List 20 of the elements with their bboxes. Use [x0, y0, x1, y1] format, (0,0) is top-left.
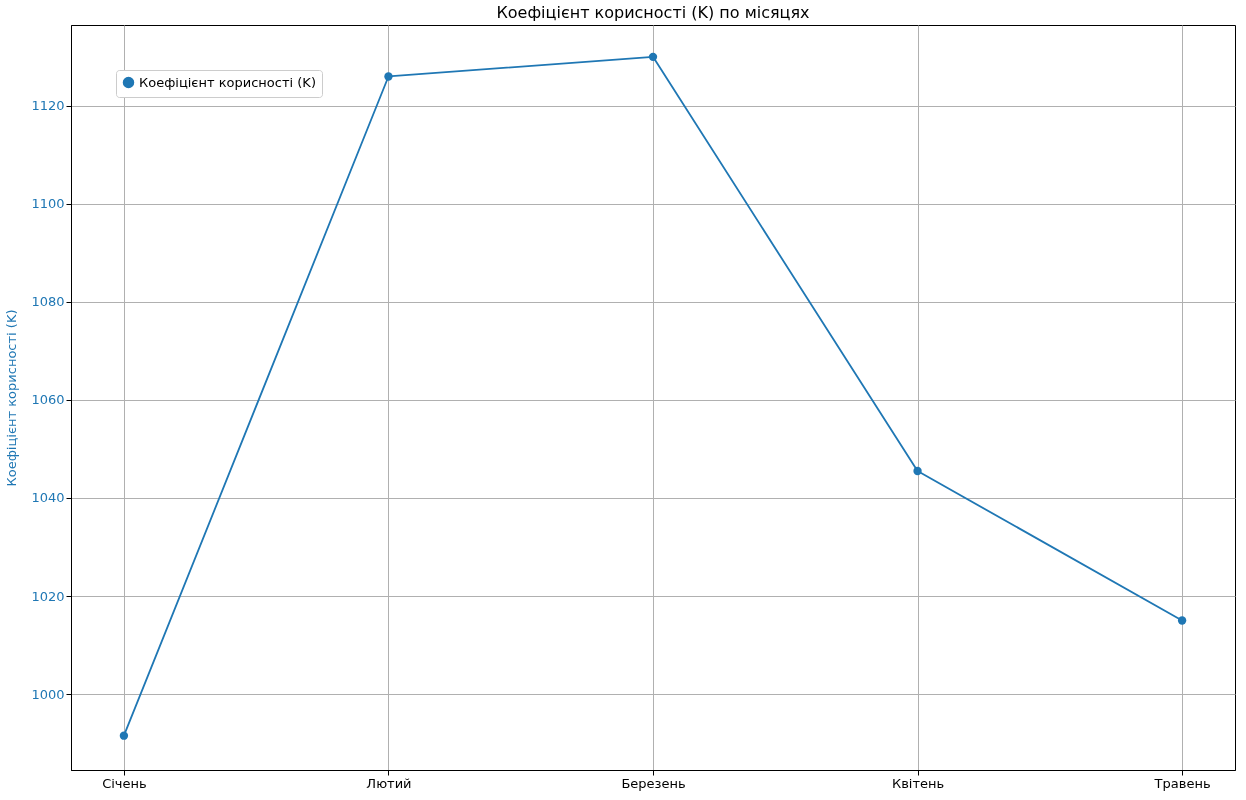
y-tick-label: 1080 — [31, 294, 65, 310]
point — [1177, 616, 1187, 625]
y-tick-label: 1060 — [31, 392, 65, 408]
y-tick-label: 1120 — [31, 98, 65, 114]
point — [913, 466, 922, 476]
x-tick-label: Січень — [102, 775, 147, 791]
y-tick-label: 1000 — [31, 686, 65, 702]
legend-label: Коефіцієнт корисності (K) — [139, 74, 316, 90]
y-tick-label: 1100 — [31, 196, 65, 212]
x-tick-label: Травень — [1153, 775, 1211, 791]
x-tick-label: Квітень — [891, 775, 945, 791]
y-tick-label: 1040 — [31, 490, 65, 506]
x-tick-label: Лютий — [366, 775, 412, 791]
y-axis-title: Коефіцієнт корисності (K) — [4, 309, 20, 487]
chart-title: Коефіцієнт корисності (K) по місяцях — [496, 3, 810, 22]
point — [648, 52, 658, 62]
point — [384, 72, 393, 81]
x-tick-label: Березень — [621, 775, 686, 791]
y-tick-label: 1020 — [31, 588, 65, 604]
point — [119, 731, 129, 740]
